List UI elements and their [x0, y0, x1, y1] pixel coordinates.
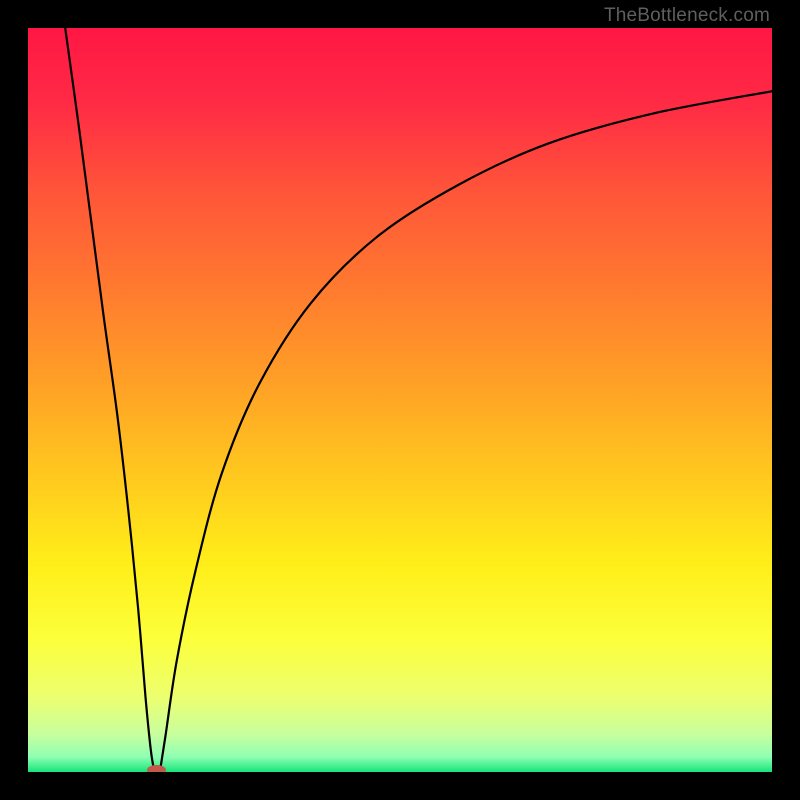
bottleneck-curves [28, 28, 772, 772]
left-branch-curve [65, 28, 154, 768]
plot-area [28, 28, 772, 772]
right-branch-curve [160, 91, 772, 768]
minimum-marker [147, 765, 166, 772]
watermark-text: TheBottleneck.com [604, 5, 770, 27]
chart-container: TheBottleneck.com [0, 0, 800, 800]
